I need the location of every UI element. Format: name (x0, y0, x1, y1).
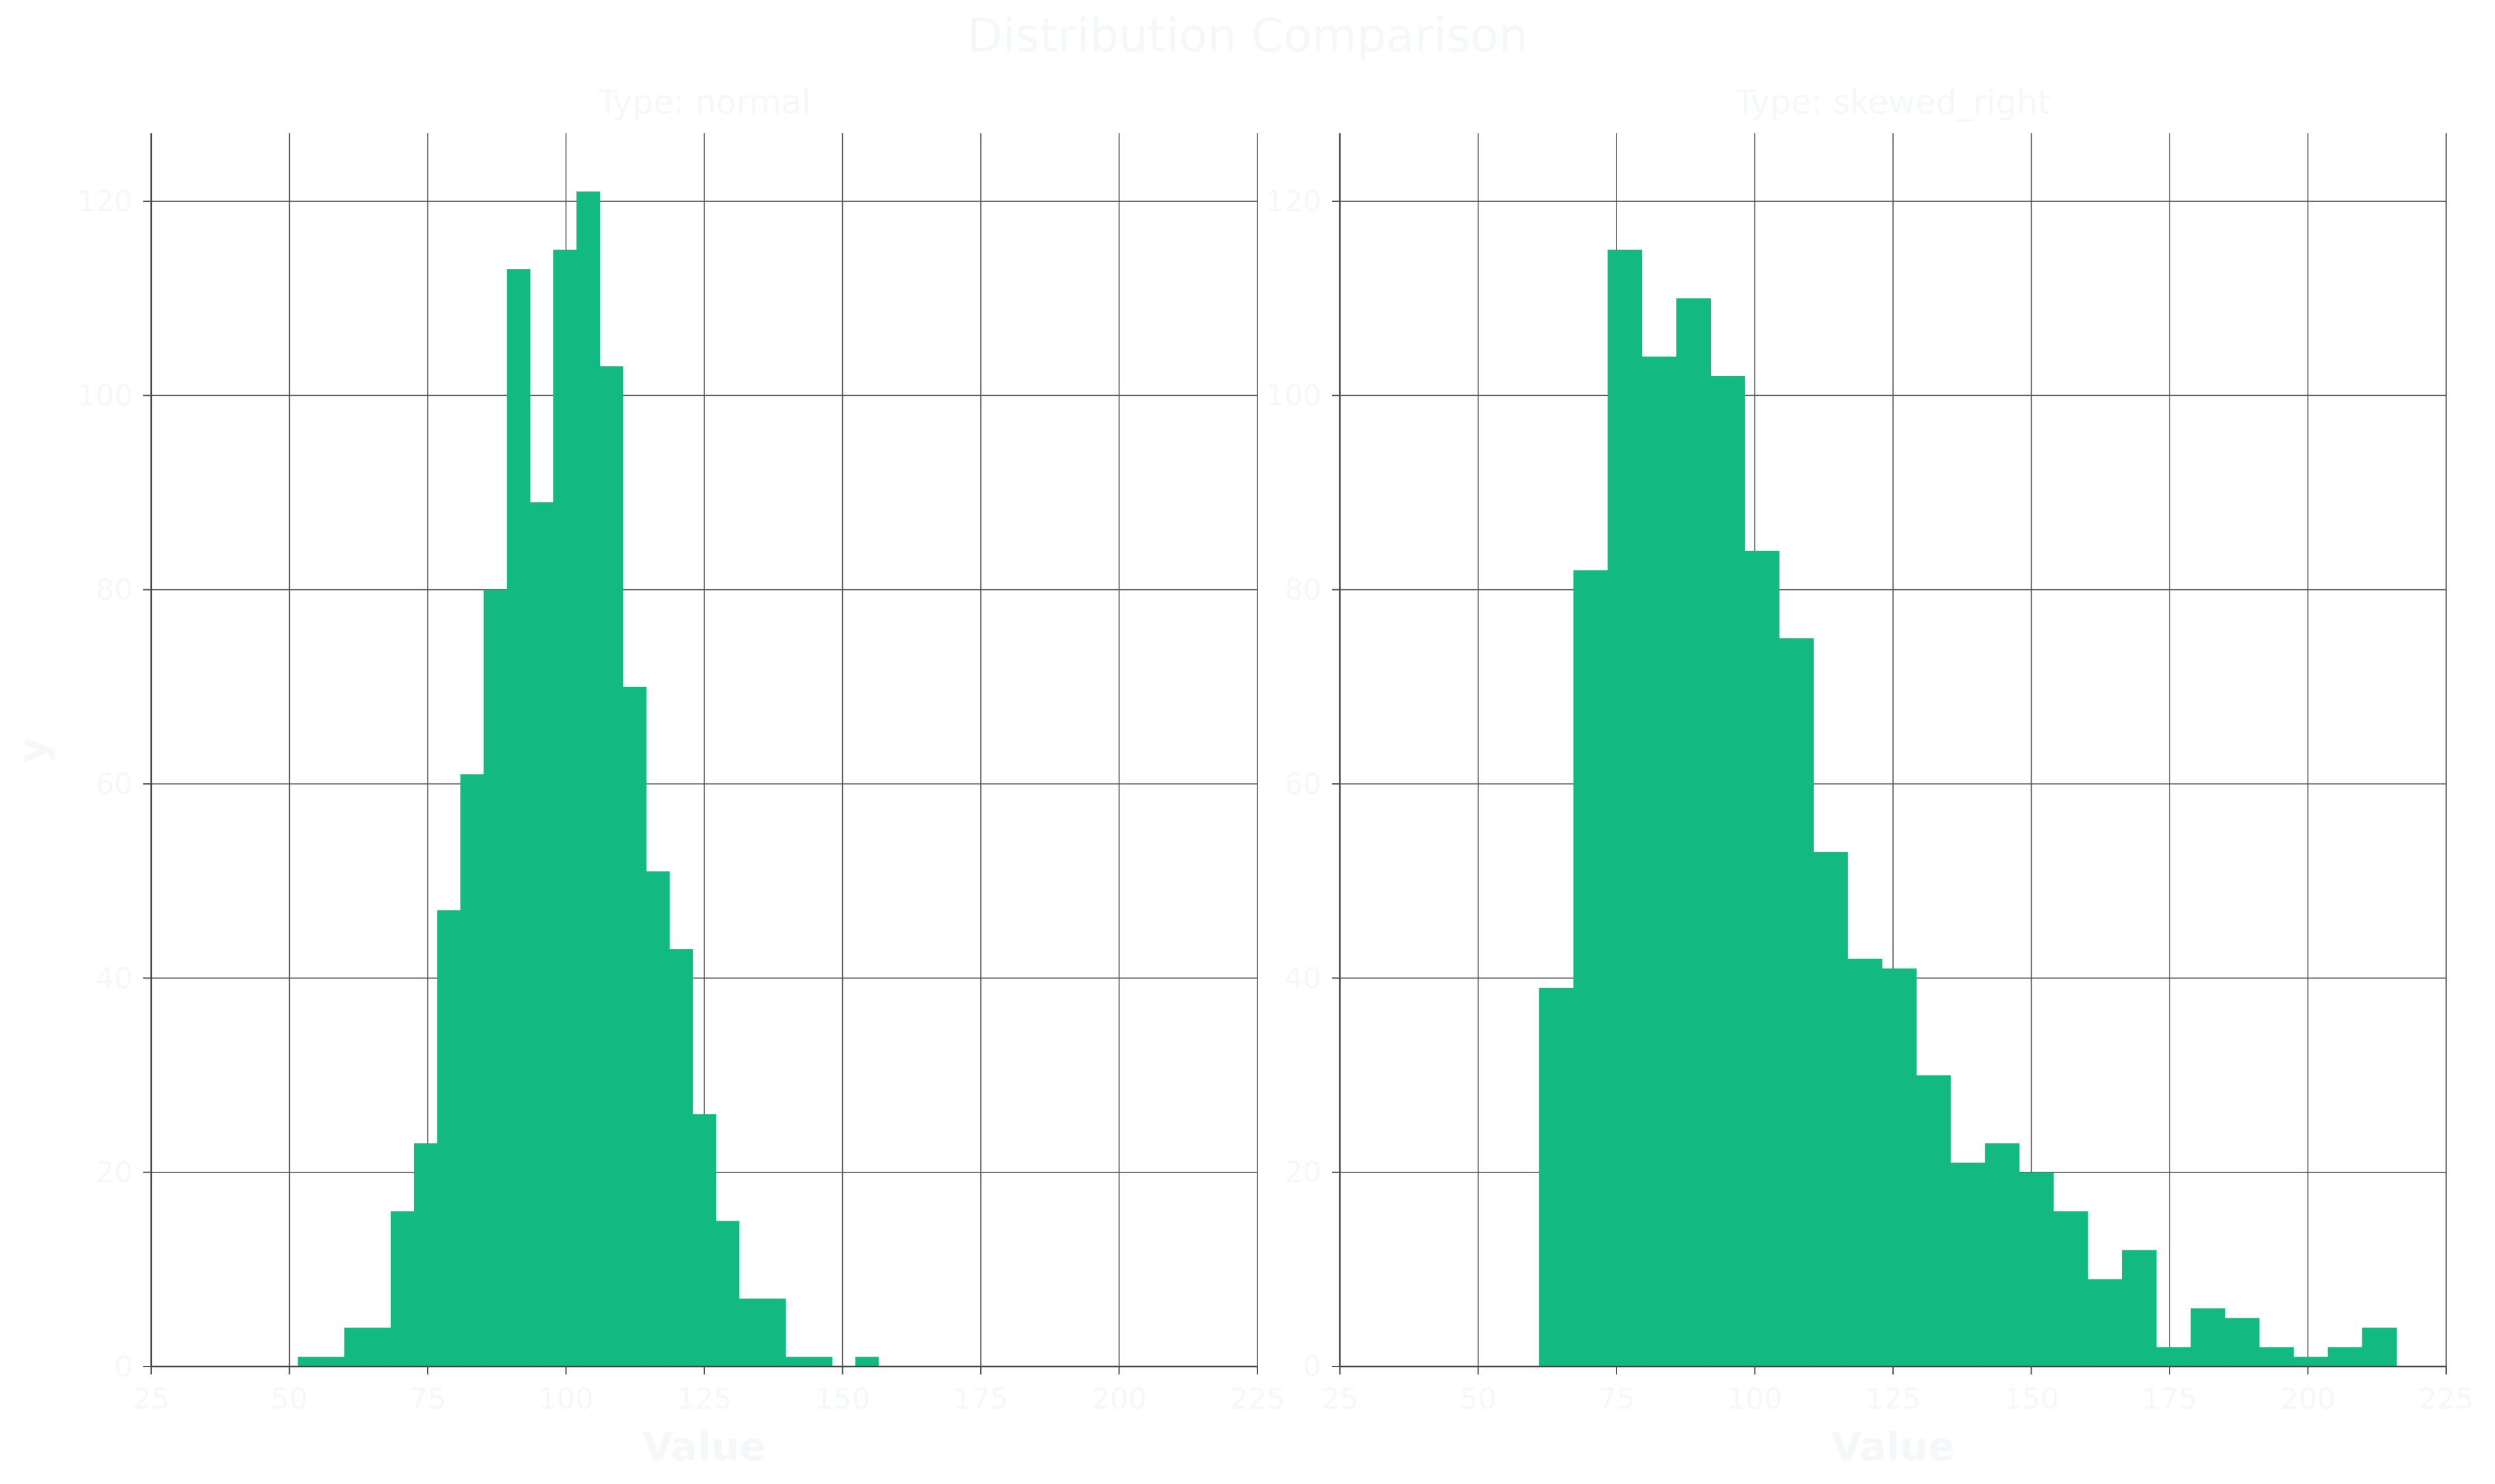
y-tick-label: 120 (1266, 185, 1321, 218)
y-tick-label: 80 (96, 573, 133, 607)
y-tick-label: 40 (96, 961, 133, 995)
histogram-bar (414, 1143, 438, 1367)
y-axis-label: y (10, 737, 56, 763)
y-tick-label: 60 (1284, 767, 1321, 801)
histogram-bar (367, 1328, 391, 1367)
histogram-bar (2190, 1308, 2226, 1367)
histogram-bar (321, 1357, 345, 1367)
histogram-bar (2121, 1250, 2157, 1367)
x-tick-label: 175 (2142, 1382, 2197, 1416)
subplot-1: 25 50 75 100 125 150 175 200 225 0 20 40 60 80 100 120 T… (10, 83, 1285, 1470)
x-tick-label: 150 (2004, 1382, 2059, 1416)
histogram-bar (483, 589, 508, 1367)
y-tick-label: 20 (96, 1156, 133, 1190)
y-tick-label: 0 (1303, 1350, 1321, 1384)
x-tick-label: 75 (1598, 1382, 1635, 1416)
histogram-bar (1950, 1162, 1985, 1367)
histogram-bar (646, 871, 670, 1367)
subplot-2: 25 50 75 100 125 150 175 200 225 0 20 40 60 80 100 120 T… (1266, 83, 2474, 1470)
histogram-bar (1642, 356, 1677, 1367)
chart-title: Distribution Comparison (967, 9, 1528, 63)
x-axis-label: Value (1831, 1424, 1955, 1470)
histogram-bar (1607, 249, 1643, 1367)
histogram-bar (2053, 1211, 2088, 1367)
y-tick-label: 0 (114, 1350, 133, 1384)
histogram-bar (692, 1114, 717, 1367)
x-tick-label: 125 (1865, 1382, 1921, 1416)
subplot-title: Type: skewed_right (1735, 83, 2050, 121)
histogram-bar (855, 1357, 879, 1367)
histogram-bar (437, 910, 461, 1367)
x-tick-label: 200 (2280, 1382, 2336, 1416)
histogram-bar (1847, 958, 1882, 1367)
histogram-bar (2087, 1279, 2123, 1367)
histogram-bar (530, 502, 554, 1367)
histogram-bar (2156, 1347, 2191, 1367)
histogram-bar (599, 366, 624, 1367)
histogram-bar (1676, 298, 1711, 1367)
histogram-bar (1916, 1075, 1951, 1367)
histogram-bar (715, 1221, 740, 1367)
histogram-bar (298, 1357, 321, 1367)
histogram-bar (1745, 550, 1780, 1367)
histogram-bar (1710, 375, 1745, 1367)
histogram-bar (390, 1211, 415, 1367)
x-tick-label: 125 (677, 1382, 732, 1416)
histogram-bar (1985, 1143, 2020, 1367)
subplot-title: Type: normal (597, 83, 811, 121)
histogram-bar (2327, 1347, 2363, 1367)
histogram-bar (2293, 1357, 2329, 1367)
histogram-bar (506, 269, 531, 1367)
x-tick-label: 200 (1092, 1382, 1147, 1416)
x-tick-label: 225 (2418, 1382, 2474, 1416)
histogram-bar (2019, 1172, 2054, 1367)
y-tick-label: 80 (1284, 573, 1321, 607)
histogram-bar (1779, 638, 1814, 1367)
x-tick-label: 175 (953, 1382, 1009, 1416)
x-tick-label: 50 (271, 1382, 308, 1416)
histogram-bar (553, 249, 577, 1367)
y-tick-label: 100 (1266, 379, 1321, 412)
histogram-bar (2259, 1347, 2294, 1367)
histogram-bar (762, 1298, 786, 1367)
x-tick-label: 50 (1460, 1382, 1497, 1416)
y-tick-label: 20 (1284, 1156, 1321, 1190)
histogram-bar (1813, 852, 1848, 1367)
histogram-bar (344, 1328, 368, 1367)
x-tick-label: 25 (1321, 1382, 1358, 1416)
y-tick-label: 100 (77, 379, 133, 412)
x-tick-label: 100 (539, 1382, 594, 1416)
x-tick-label: 225 (1230, 1382, 1285, 1416)
histogram-bar (2362, 1328, 2397, 1367)
histogram-bar (739, 1298, 763, 1367)
histogram-bar (2224, 1318, 2260, 1367)
histogram-bar (1539, 988, 1574, 1367)
histogram-bar (622, 686, 647, 1367)
y-tick-label: 120 (77, 185, 133, 218)
y-tick-label: 60 (96, 767, 133, 801)
x-axis-label: Value (642, 1424, 766, 1470)
histogram-bar (1882, 968, 1917, 1367)
x-tick-label: 100 (1727, 1382, 1783, 1416)
y-tick-label: 40 (1284, 961, 1321, 995)
histogram-bar (460, 774, 484, 1367)
histogram-bar (809, 1357, 833, 1367)
histogram-bar (785, 1357, 809, 1367)
histogram-bar (669, 949, 693, 1367)
histogram-bar (1573, 570, 1609, 1367)
x-tick-label: 75 (409, 1382, 446, 1416)
histogram-bar (576, 191, 601, 1367)
x-tick-label: 25 (133, 1382, 170, 1416)
x-tick-label: 150 (815, 1382, 871, 1416)
